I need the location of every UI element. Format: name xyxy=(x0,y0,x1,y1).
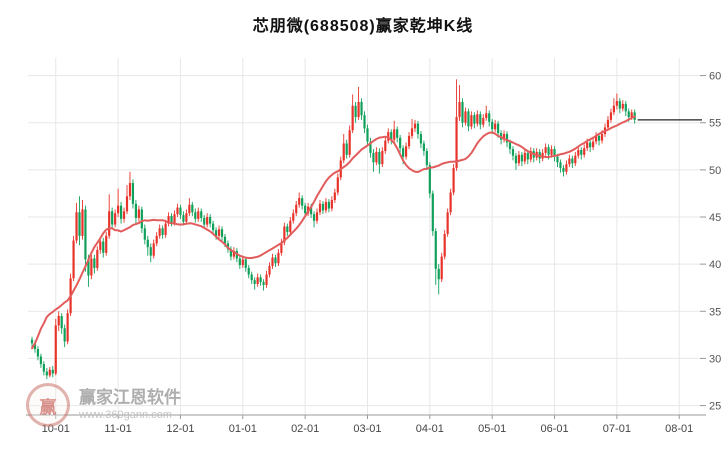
trend-line xyxy=(31,115,636,350)
x-axis-label: 07-01 xyxy=(603,423,631,435)
watermark: 赢 赢家江恩软件 www.360gann.com xyxy=(26,383,181,427)
chart-title: 芯朋微(688508)赢家乾坤K线 xyxy=(252,18,474,35)
watermark-url: www.360gann.com xyxy=(79,409,172,422)
y-axis-label: 25 xyxy=(709,401,721,413)
x-axis-label: 05-01 xyxy=(478,423,506,435)
x-axis-label: 11-01 xyxy=(104,423,131,435)
candles-group xyxy=(30,79,636,380)
x-axis-label: 02-01 xyxy=(291,423,319,435)
y-axis-label: 55 xyxy=(709,118,721,130)
y-axis-label: 40 xyxy=(709,259,721,271)
y-axis-label: 35 xyxy=(709,306,721,318)
x-axis-label: 01-01 xyxy=(229,423,257,435)
x-axis-label: 08-01 xyxy=(665,423,693,435)
x-axis-label: 06-01 xyxy=(540,423,568,435)
x-axis-label: 12-01 xyxy=(166,423,194,435)
x-axis-label: 04-01 xyxy=(416,423,444,435)
watermark-text: 赢家江恩软件 www.360gann.com xyxy=(79,387,181,422)
gridlines xyxy=(28,58,702,415)
y-axis-label: 45 xyxy=(709,212,721,224)
x-axis-label: 03-01 xyxy=(353,423,381,435)
brand-logo-icon: 赢 xyxy=(26,383,70,427)
watermark-brand: 赢家江恩软件 xyxy=(79,387,181,407)
y-axis-label: 50 xyxy=(709,165,721,177)
brand-logo-char: 赢 xyxy=(39,397,57,417)
y-axis-label: 30 xyxy=(709,353,721,365)
y-axis-label: 60 xyxy=(709,71,721,83)
axes xyxy=(26,75,706,419)
